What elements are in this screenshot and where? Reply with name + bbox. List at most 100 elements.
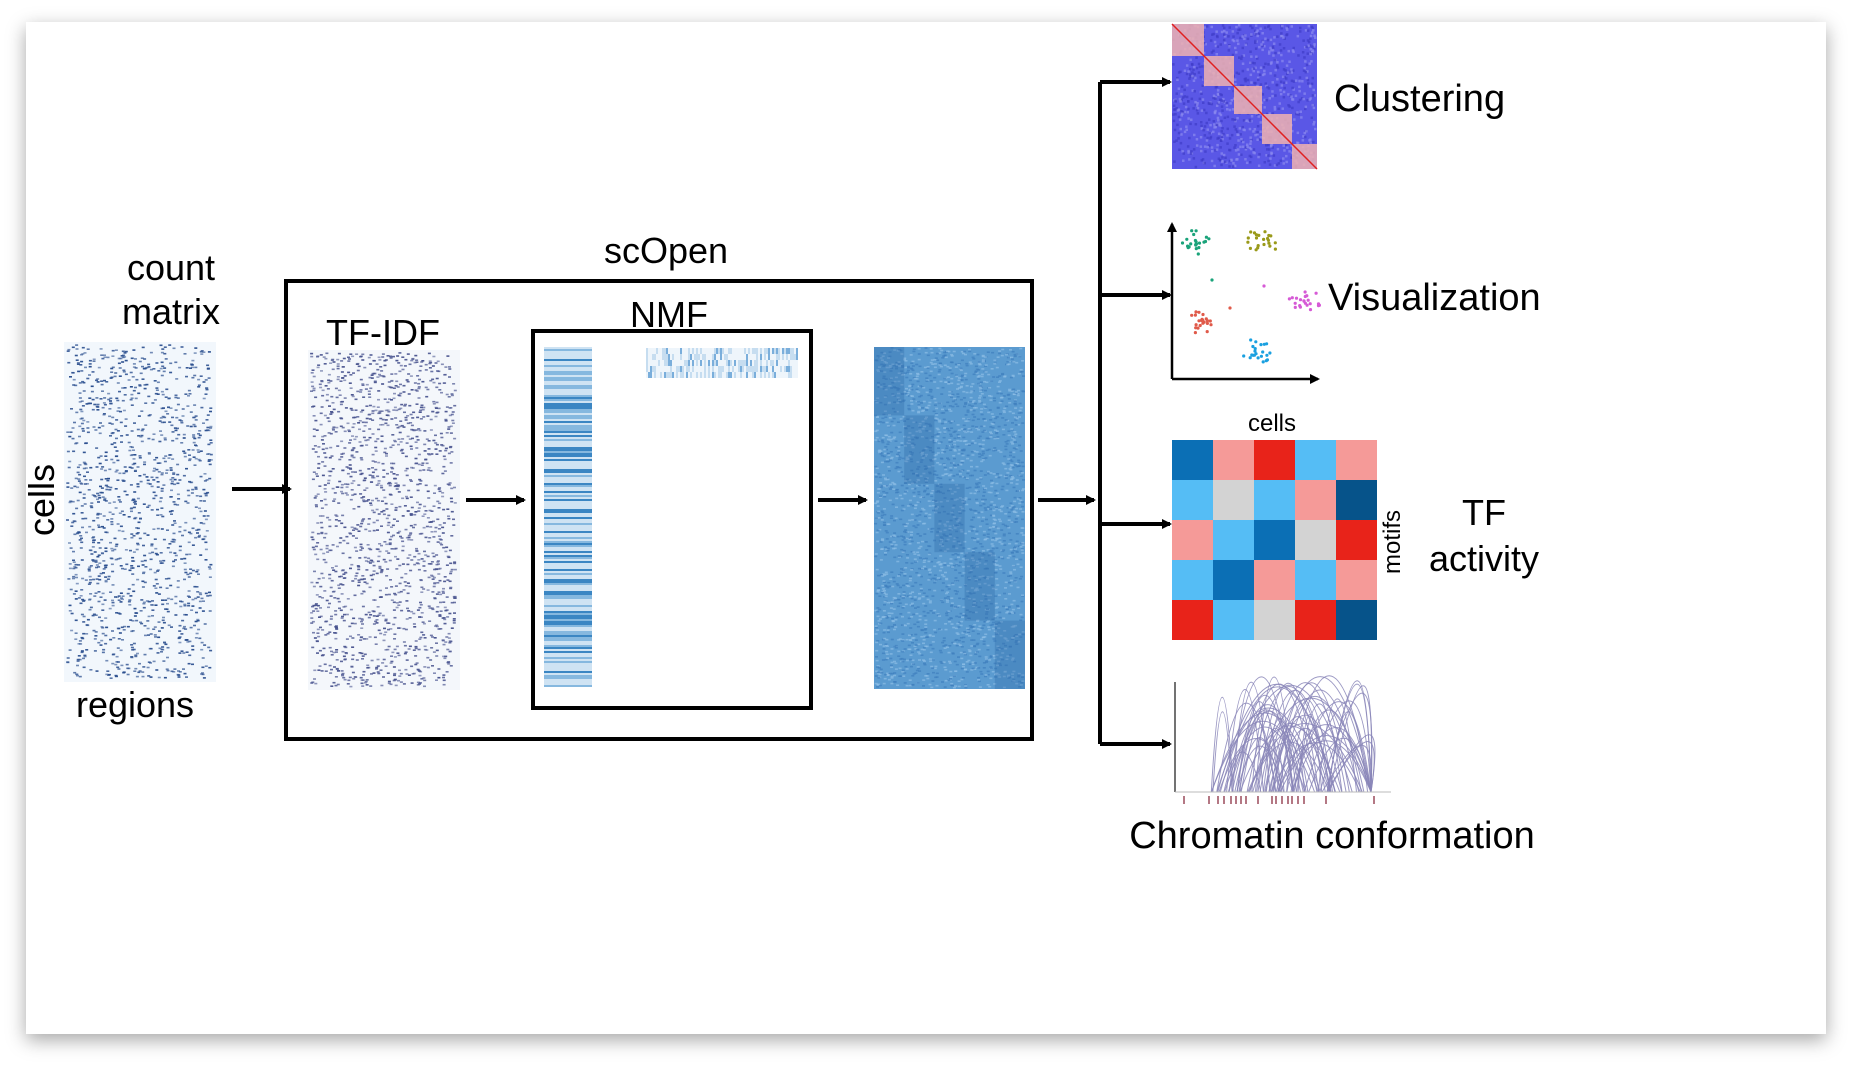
matrix-dot (99, 348, 103, 350)
matrix-dot (315, 429, 319, 431)
matrix-dot (333, 666, 336, 668)
imputed-speck (1018, 402, 1022, 405)
nmf-w-row (544, 477, 592, 479)
imputed-speck (889, 653, 893, 655)
imputed-speck (984, 364, 988, 366)
matrix-dot (115, 397, 119, 400)
matrix-dot (102, 402, 106, 404)
matrix-dot (69, 588, 73, 591)
matrix-dot (82, 632, 86, 635)
matrix-dot (171, 565, 175, 568)
nmf-w-row (544, 459, 592, 461)
matrix-dot (131, 463, 135, 466)
matrix-dot (395, 488, 399, 490)
matrix-dot (357, 581, 361, 583)
imputed-speck (1001, 485, 1005, 488)
matrix-dot (404, 358, 408, 361)
matrix-dot (356, 416, 360, 418)
matrix-dot (189, 425, 193, 428)
matrix-dot (334, 676, 338, 678)
matrix-dot (80, 422, 84, 425)
matrix-dot (100, 491, 104, 494)
matrix-dot (449, 572, 453, 575)
matrix-dot (330, 455, 334, 457)
matrix-dot (415, 390, 419, 392)
imputed-speck (878, 528, 882, 531)
matrix-dot (164, 643, 168, 646)
nmf-h-cell (650, 372, 652, 378)
matrix-dot (387, 682, 391, 685)
matrix-dot (393, 672, 397, 675)
matrix-dot (386, 409, 390, 411)
imputed-speck (907, 644, 911, 647)
matrix-dot (341, 615, 344, 618)
imputed-speck (911, 659, 915, 662)
nmf-h-cell (726, 372, 728, 378)
matrix-dot (449, 570, 453, 573)
imputed-speck (879, 668, 883, 671)
imputed-speck (975, 498, 979, 501)
matrix-dot (331, 402, 335, 404)
nmf-h-cell (714, 372, 716, 378)
matrix-dot (174, 429, 178, 432)
matrix-dot (328, 525, 332, 528)
imputed-speck (1014, 424, 1018, 426)
imputed-speck (1017, 607, 1021, 609)
imputed-speck (944, 525, 948, 527)
matrix-dot (375, 484, 379, 486)
imputed-speck (879, 482, 883, 484)
imputed-speck (907, 408, 911, 411)
imputed-speck (1012, 549, 1016, 552)
matrix-dot (433, 637, 437, 639)
matrix-dot (405, 659, 409, 661)
imputed-speck (914, 526, 918, 529)
matrix-dot (186, 595, 190, 597)
matrix-dot (101, 425, 105, 427)
imputed-speck (883, 581, 887, 583)
matrix-dot (184, 614, 188, 616)
matrix-dot (356, 369, 360, 372)
imputed-speck (968, 625, 972, 627)
matrix-dot (117, 499, 121, 501)
imputed-speck (1007, 434, 1011, 437)
nmf-w-row (544, 393, 592, 395)
matrix-dot (161, 348, 165, 350)
matrix-dot (140, 599, 144, 601)
imputed-speck (978, 363, 982, 366)
matrix-dot (102, 560, 106, 562)
matrix-dot (372, 570, 376, 572)
matrix-dot (394, 509, 398, 511)
imputed-speck (1010, 507, 1014, 509)
matrix-dot (435, 412, 439, 414)
matrix-dot (393, 633, 397, 635)
matrix-dot (106, 519, 110, 521)
imputed-speck (964, 615, 968, 617)
imputed-speck (1022, 488, 1025, 490)
matrix-dot (341, 674, 344, 676)
nmf-h-cell (768, 348, 770, 354)
matrix-dot (360, 618, 364, 620)
matrix-dot (173, 483, 177, 486)
matrix-dot (201, 673, 205, 676)
imputed-speck (897, 470, 901, 473)
matrix-dot (401, 368, 405, 371)
matrix-dot (111, 630, 114, 632)
imputed-speck (938, 421, 942, 423)
matrix-dot (198, 607, 202, 609)
matrix-dot (338, 458, 342, 461)
imputed-speck (996, 406, 1000, 409)
matrix-dot (157, 676, 161, 679)
imputed-speck (944, 409, 948, 412)
matrix-dot (359, 378, 363, 381)
matrix-dot (342, 573, 346, 575)
matrix-dot (410, 359, 414, 362)
matrix-dot (92, 536, 96, 538)
matrix-dot (440, 391, 443, 394)
imputed-speck (939, 491, 942, 494)
matrix-dot (319, 423, 323, 426)
matrix-dot (84, 463, 88, 466)
matrix-dot (431, 608, 435, 611)
imputed-speck (943, 355, 947, 357)
matrix-dot (81, 598, 85, 601)
matrix-dot (443, 622, 447, 625)
